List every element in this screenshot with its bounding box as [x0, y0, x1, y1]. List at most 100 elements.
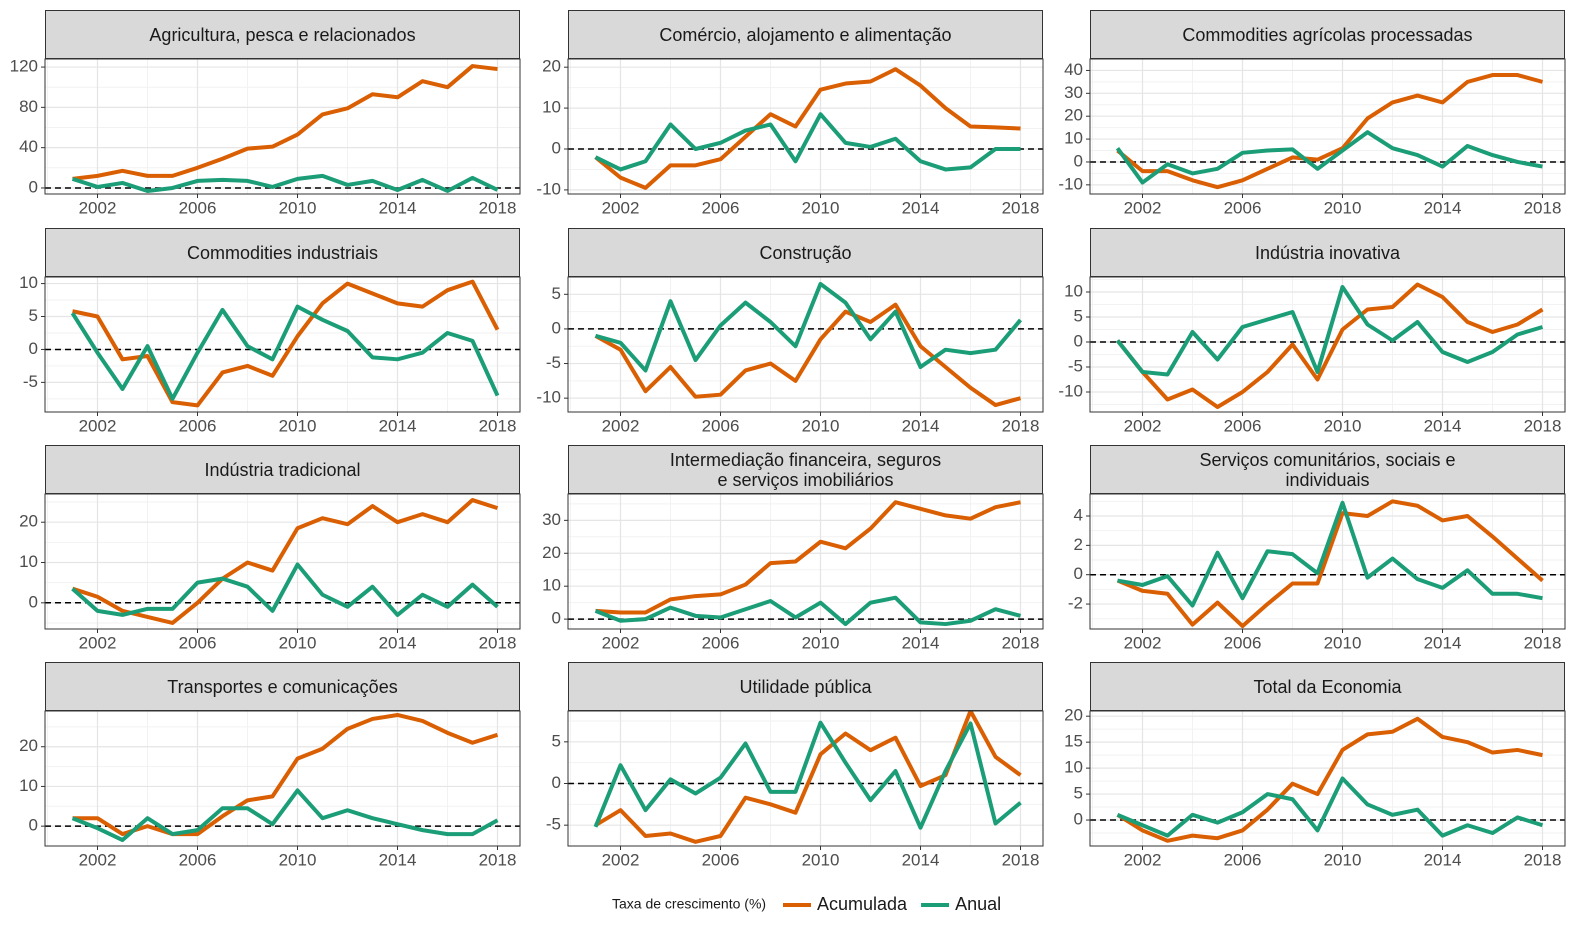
panel-border: [44, 493, 521, 630]
x-tick-label: 2010: [279, 850, 317, 869]
x-tick-label: 2002: [1124, 198, 1162, 217]
x-tick-label: 2014: [379, 416, 417, 435]
series-line: [1116, 776, 1544, 838]
series-line: [1117, 500, 1543, 608]
plot-panel: [45, 494, 520, 629]
series-line: [70, 304, 500, 401]
facet-title: Serviços comunitários, sociais e individ…: [1090, 445, 1565, 494]
facet-title: Commodities industriais: [45, 228, 520, 277]
series-line: [594, 67, 1021, 190]
x-tick-label: 2002: [602, 198, 640, 217]
y-tick-label: 4: [1074, 505, 1083, 524]
series-line: [72, 64, 498, 181]
y-tick-label: 2: [1074, 535, 1083, 554]
y-tick-label: 0: [29, 339, 38, 358]
y-tick-label: -10: [1058, 174, 1083, 193]
series-line: [594, 302, 1022, 408]
y-tick-label: -5: [546, 815, 561, 834]
facet-title: Utilidade pública: [568, 662, 1043, 711]
y-tick-label: 0: [1074, 151, 1083, 170]
plot-panel: [568, 494, 1043, 629]
panel-border: [44, 710, 521, 847]
y-tick-label: 0: [552, 138, 561, 157]
y-tick-label: 10: [1064, 758, 1083, 777]
y-tick-label: 5: [1074, 784, 1083, 803]
plot-panel: [568, 277, 1043, 412]
y-tick-label: 5: [552, 731, 561, 750]
x-tick-label: 2002: [1124, 633, 1162, 652]
y-tick-label: 30: [542, 510, 561, 529]
series-line: [1115, 130, 1543, 185]
y-tick-label: 120: [10, 57, 38, 76]
panel-border: [567, 276, 1044, 413]
panel-border: [567, 58, 1044, 195]
x-tick-label: 2014: [1424, 633, 1462, 652]
legend-title: Taxa de crescimento (%): [612, 896, 766, 912]
series-line: [1116, 716, 1543, 843]
series-line: [71, 562, 499, 617]
y-tick-label: 10: [19, 552, 38, 571]
y-tick-label: 80: [19, 97, 38, 116]
panel-border: [1089, 710, 1566, 847]
y-tick-label: 0: [552, 773, 561, 792]
y-tick-label: 40: [1064, 60, 1083, 79]
series-line: [1115, 282, 1544, 409]
x-tick-label: 2006: [179, 416, 217, 435]
facet-title: Total da Economia: [1090, 662, 1565, 711]
facet-title: Indústria tradicional: [45, 445, 520, 494]
panel-border: [1089, 493, 1566, 630]
series-line: [593, 720, 1022, 830]
y-tick-label: 0: [552, 318, 561, 337]
y-tick-label: 0: [552, 609, 561, 628]
panel-border: [44, 58, 521, 195]
y-tick-label: 5: [1074, 306, 1083, 325]
y-tick-label: 0: [1074, 331, 1083, 350]
x-tick-label: 2018: [479, 850, 517, 869]
y-tick-label: 10: [542, 576, 561, 595]
x-tick-label: 2002: [1124, 850, 1162, 869]
facet-title: Comércio, alojamento e alimentação: [568, 10, 1043, 59]
x-tick-label: 2002: [602, 850, 640, 869]
y-tick-label: 10: [542, 98, 561, 117]
y-tick-label: 10: [19, 776, 38, 795]
facet-title: Intermediação financeira, seguros e serv…: [568, 445, 1043, 494]
x-tick-label: 2014: [902, 198, 940, 217]
x-tick-label: 2010: [802, 198, 840, 217]
x-tick-label: 2014: [379, 633, 417, 652]
y-tick-label: 10: [1064, 281, 1083, 300]
x-tick-label: 2006: [1224, 198, 1262, 217]
x-tick-label: 2018: [479, 416, 517, 435]
x-tick-label: 2010: [279, 416, 317, 435]
facet-title: Indústria inovativa: [1090, 228, 1565, 277]
series-line: [71, 173, 499, 193]
y-tick-label: 30: [1064, 83, 1083, 102]
x-tick-label: 2014: [902, 416, 940, 435]
x-tick-label: 2010: [802, 850, 840, 869]
x-tick-label: 2014: [379, 198, 417, 217]
series-line: [594, 112, 1021, 172]
x-tick-label: 2018: [1002, 850, 1040, 869]
x-tick-label: 2006: [179, 850, 217, 869]
legend-label: Acumulada: [817, 894, 908, 914]
y-tick-label: 5: [29, 306, 38, 325]
x-tick-label: 2018: [1002, 416, 1040, 435]
plot-panel: [1090, 494, 1565, 629]
y-tick-label: 5: [552, 284, 561, 303]
panel-border: [567, 710, 1044, 847]
x-tick-label: 2002: [79, 850, 117, 869]
x-tick-label: 2006: [702, 850, 740, 869]
x-tick-label: 2014: [1424, 850, 1462, 869]
x-tick-label: 2018: [479, 198, 517, 217]
plot-panel: [568, 59, 1043, 194]
x-tick-label: 2006: [1224, 850, 1262, 869]
y-tick-label: -5: [1068, 356, 1083, 375]
y-tick-label: 20: [1064, 706, 1083, 725]
x-tick-label: 2014: [902, 633, 940, 652]
x-tick-label: 2018: [1524, 198, 1562, 217]
x-tick-label: 2010: [1324, 198, 1362, 217]
y-tick-label: 20: [542, 57, 561, 76]
x-tick-label: 2002: [79, 633, 117, 652]
y-tick-label: 0: [29, 816, 38, 835]
x-tick-label: 2010: [802, 633, 840, 652]
series-line: [1116, 499, 1544, 629]
